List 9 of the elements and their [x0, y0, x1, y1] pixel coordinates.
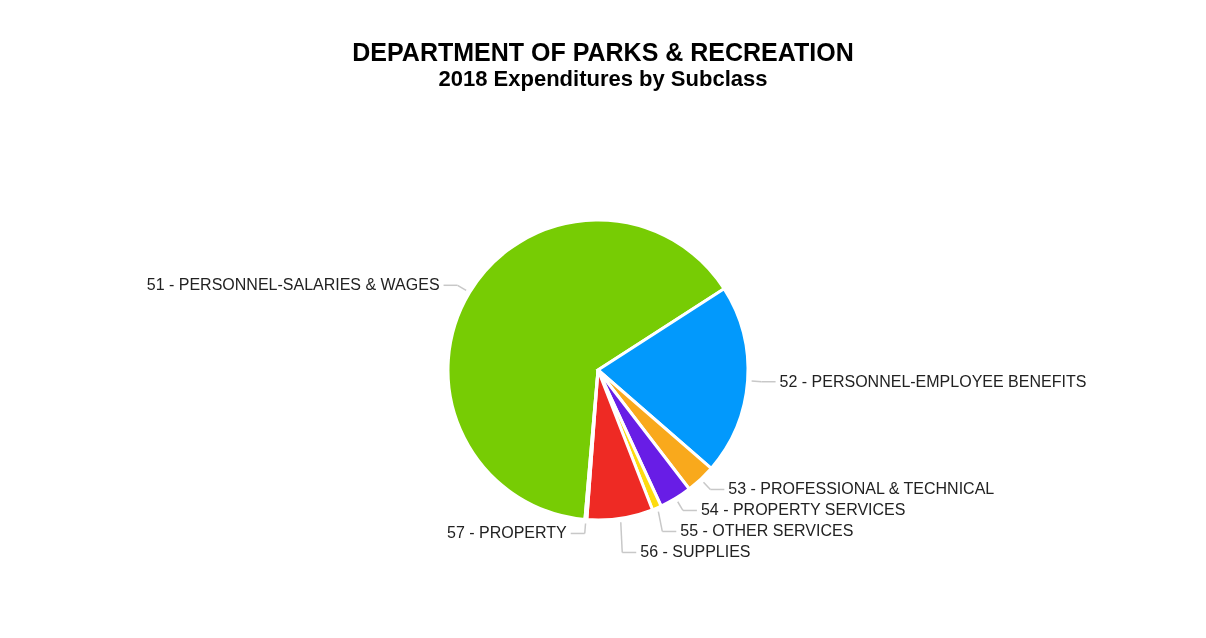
- slice-label: 56 - SUPPLIES: [640, 543, 751, 561]
- chart-title: DEPARTMENT OF PARKS & RECREATION: [352, 38, 854, 66]
- slice-label: 54 - PROPERTY SERVICES: [700, 501, 906, 519]
- slice-label: 53 - PROFESSIONAL & TECHNICAL: [728, 480, 995, 498]
- slice-label: 55 - OTHER SERVICES: [680, 522, 854, 540]
- slice-label: 57 - PROPERTY: [446, 524, 568, 542]
- slice-label: 52 - PERSONNEL-EMPLOYEE BENEFITS: [779, 372, 1087, 390]
- slice-label: 51 - PERSONNEL-SALARIES & WAGES: [146, 276, 440, 294]
- chart-subtitle: 2018 Expenditures by Subclass: [438, 66, 768, 91]
